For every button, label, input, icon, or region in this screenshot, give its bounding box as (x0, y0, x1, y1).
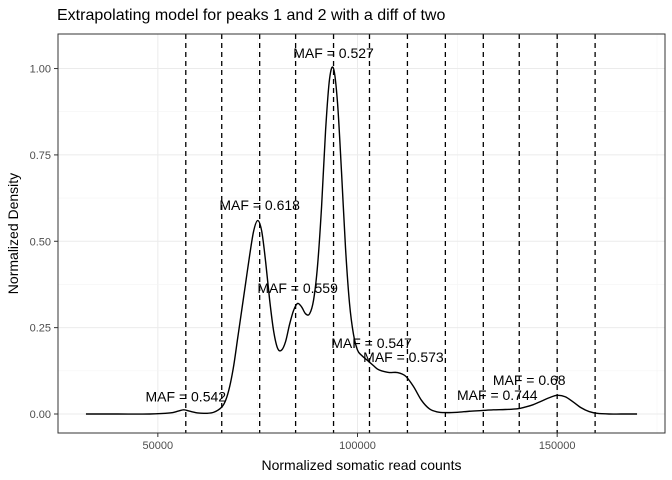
y-axis: 0.00 0.25 0.50 0.75 1.00 (30, 64, 58, 421)
maf-annotation: MAF = 0.547 (331, 335, 412, 351)
y-tick-label: 0.75 (30, 150, 51, 162)
maf-annotation: MAF = 0.573 (363, 349, 444, 365)
maf-annotation: MAF = 0.559 (257, 280, 338, 296)
x-axis-title: Normalized somatic read counts (262, 457, 462, 473)
plot-panel-border (57, 33, 666, 434)
y-axis-title: Normalized Density (5, 173, 21, 294)
maf-annotation: MAF = 0.527 (293, 45, 374, 61)
vertical-reference-lines (185, 34, 596, 433)
maf-annotation: MAF = 0.618 (219, 197, 300, 213)
density-series (85, 66, 638, 415)
chart-title: Extrapolating model for peaks 1 and 2 wi… (57, 7, 445, 24)
x-tick-label: 100000 (339, 440, 376, 452)
annotations: MAF = 0.527 MAF = 0.618 MAF = 0.559 MAF = 0… (146, 45, 566, 405)
x-axis: 50000 100000 150000 (143, 433, 576, 452)
maf-annotation: MAF = 0.68 (493, 372, 566, 388)
y-tick-label: 0.00 (30, 409, 51, 421)
maf-annotation: MAF = 0.542 (146, 389, 227, 405)
y-tick-label: 0.50 (30, 236, 51, 248)
y-tick-label: 1.00 (30, 64, 51, 76)
x-tick-label: 50000 (143, 440, 174, 452)
grid (57, 34, 665, 433)
y-tick-label: 0.25 (30, 323, 51, 335)
density-curve (85, 66, 638, 415)
x-tick-label: 150000 (539, 440, 576, 452)
maf-annotation: MAF = 0.744 (457, 387, 538, 403)
